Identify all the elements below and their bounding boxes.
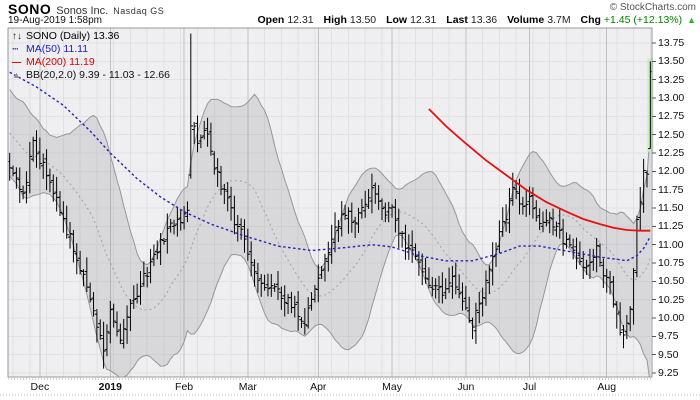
y-axis-label: 13.00: [658, 92, 685, 104]
legend-bollinger-label: BB(20,2.0) 9.39 - 11.03 - 12.66: [26, 69, 170, 81]
chart-header: SONO Sonos Inc. Nasdaq GS: [8, 1, 164, 19]
legend-series[interactable]: ↑↓ SONO (Daily) 13.36: [12, 30, 170, 43]
y-axis-label: 12.00: [658, 165, 685, 178]
y-axis-label: 12.25: [658, 147, 685, 159]
open-value: 12.31: [287, 14, 314, 26]
ma200-line: [428, 108, 651, 232]
bollinger-upper-line: [9, 89, 651, 269]
y-axis-label: 12.75: [658, 110, 685, 123]
volume-label: Volume: [507, 14, 545, 26]
y-axis-label: 10.75: [658, 257, 685, 269]
exchange-name: Nasdaq GS: [113, 6, 165, 16]
chart-datetime: 19-Aug-2019 1:58pm: [8, 15, 102, 26]
plot-background: [8, 28, 652, 377]
high-value: 13.50: [349, 14, 377, 26]
y-axis-label: 10.00: [658, 312, 685, 324]
legend-ma50-label: MA(50) 11.11: [26, 43, 89, 55]
last-value: 13.36: [470, 14, 498, 26]
company-name: Sonos Inc.: [56, 5, 109, 17]
dotted-line-icon: ···: [12, 44, 19, 54]
legend-series-label: SONO (Daily) 13.36: [26, 30, 120, 42]
quote-bar: Open 12.31 High 13.50 Low 12.31 Last 13.36 V…: [251, 14, 697, 26]
y-axis-label: 11.50: [658, 202, 684, 214]
solid-line-icon: —: [12, 57, 21, 67]
y-axis-label: 10.50: [658, 275, 685, 288]
copyright-text: © StockCharts.com: [609, 2, 696, 13]
x-axis-label: Feb: [175, 381, 194, 393]
x-axis-label: 2019: [98, 381, 122, 393]
x-axis-label: Dec: [30, 381, 50, 393]
y-axis-label: 13.25: [658, 73, 685, 86]
y-axis-label: 13.75: [658, 37, 685, 49]
bollinger-lower-line: [9, 176, 650, 377]
open-label: Open: [257, 14, 285, 26]
change-value: +1.45 (+12.13%): [603, 14, 683, 26]
legend-ma200-label: MA(200) 11.19: [26, 56, 95, 68]
bollinger-mid-line: [9, 132, 651, 311]
volume-value: 3.7M: [547, 14, 571, 26]
legend-ma50[interactable]: ··· MA(50) 11.11: [12, 43, 170, 56]
legend-bollinger[interactable]: ▲ BB(20,2.0) 9.39 - 11.03 - 12.66: [12, 69, 170, 82]
y-axis-label: 11.25: [658, 220, 684, 233]
y-axis-label: 12.50: [658, 128, 685, 141]
y-axis-label: 10.25: [658, 293, 685, 306]
bollinger-band: [9, 89, 651, 377]
x-axis-label: Jun: [457, 381, 475, 393]
up-arrow-icon: ▲: [687, 15, 696, 25]
high-label: High: [323, 14, 347, 26]
x-axis-label: Apr: [310, 381, 327, 393]
y-axis-label: 13.50: [658, 55, 685, 68]
low-label: Low: [386, 14, 408, 26]
x-axis-label: Mar: [238, 381, 257, 393]
x-axis-label: Jul: [522, 381, 537, 393]
y-axis-label: 9.25: [658, 367, 679, 379]
ohlc-bars: [7, 33, 653, 369]
low-value: 12.31: [410, 14, 437, 26]
plot-border: [7, 27, 653, 378]
grid: [8, 28, 652, 377]
last-label: Last: [446, 14, 468, 26]
change-label: Chg: [580, 14, 601, 26]
y-axis-label: 9.75: [658, 330, 679, 343]
y-axis-label: 9.50: [658, 348, 679, 361]
x-axis-label: May: [382, 381, 402, 393]
y-axis-label: 11.00: [658, 238, 684, 251]
updown-arrows-icon: ↑↓: [12, 31, 22, 42]
y-axis-label: 11.75: [658, 183, 684, 196]
x-axis-label: Aug: [597, 381, 617, 393]
band-area-icon: ▲: [12, 70, 21, 80]
legend-ma200[interactable]: — MA(200) 11.19: [12, 56, 170, 69]
ticker-symbol: SONO: [8, 1, 52, 17]
chart-legend: ↑↓ SONO (Daily) 13.36 ··· MA(50) 11.11 — MA…: [12, 30, 170, 82]
